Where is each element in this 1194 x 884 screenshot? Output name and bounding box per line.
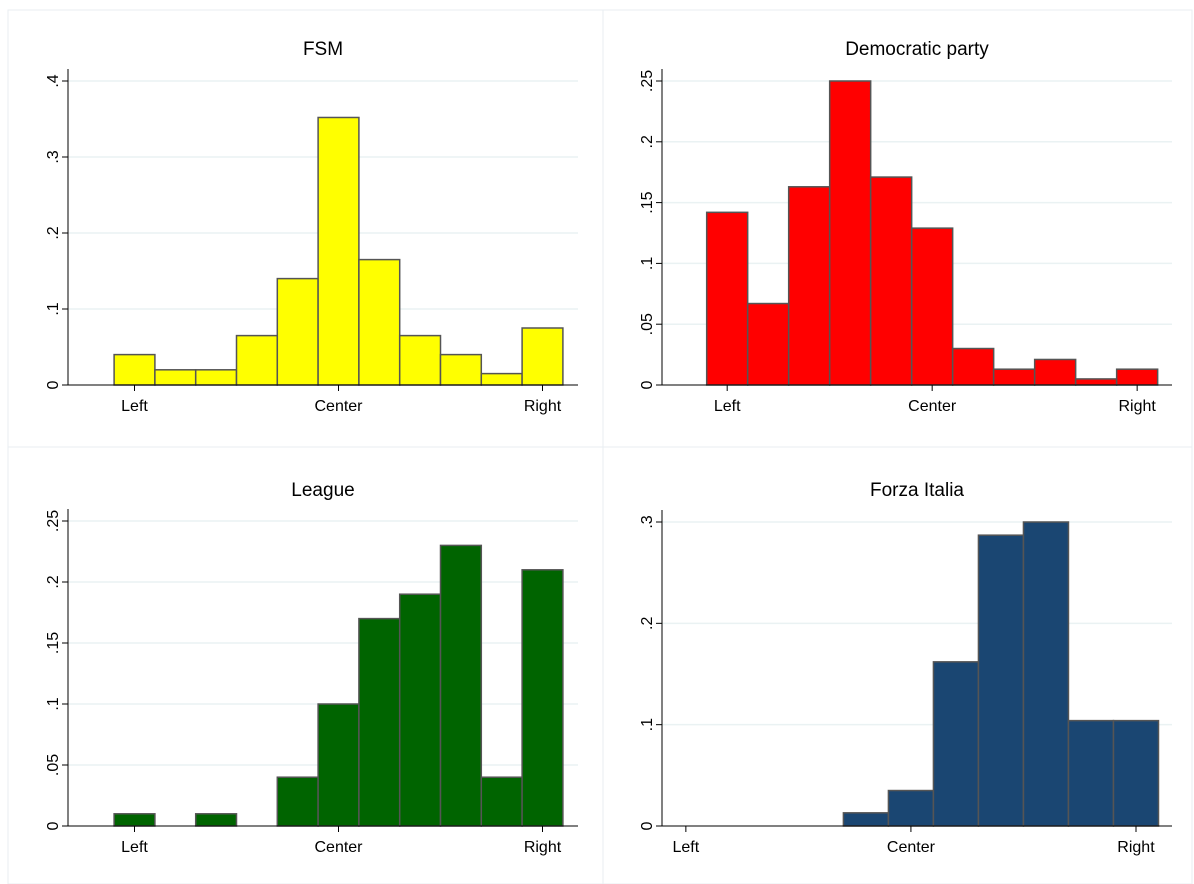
y-tick-label: .15 — [639, 191, 656, 213]
y-tick-label: .25 — [639, 70, 656, 92]
chart-title: Democratic party — [845, 39, 989, 60]
x-tick-label: Center — [314, 839, 363, 856]
bar — [235, 334, 279, 386]
bar — [910, 227, 954, 386]
y-tick-label: .05 — [45, 754, 62, 776]
bar — [746, 302, 790, 386]
bar — [705, 211, 749, 386]
x-tick-label: Center — [887, 839, 936, 856]
bar — [358, 617, 401, 827]
bar — [932, 661, 980, 827]
bar — [317, 116, 360, 386]
x-tick-label: Left — [714, 398, 741, 415]
bar — [480, 372, 523, 386]
bar — [439, 353, 483, 386]
bar — [521, 569, 564, 827]
x-tick-label: Center — [314, 398, 363, 415]
x-tick-label: Right — [524, 398, 562, 415]
bar — [276, 776, 319, 827]
x-tick-label: Right — [1117, 839, 1155, 856]
y-tick-label: 0 — [45, 821, 62, 830]
y-tick-label: .2 — [639, 617, 656, 630]
x-tick-label: Center — [908, 398, 957, 415]
y-tick-label: .05 — [639, 313, 656, 335]
y-tick-label: .15 — [45, 632, 62, 654]
y-tick-label: .1 — [45, 302, 62, 315]
bar — [154, 369, 197, 386]
bar — [1115, 368, 1159, 386]
bar — [828, 80, 872, 386]
bar — [521, 327, 564, 386]
bar — [113, 353, 156, 386]
bar — [887, 789, 935, 827]
bar — [194, 813, 238, 827]
y-tick-label: .3 — [639, 515, 656, 528]
y-tick-label: .2 — [45, 226, 62, 239]
bar — [977, 534, 1025, 827]
bar — [1022, 521, 1070, 827]
bar — [194, 369, 238, 386]
y-tick-label: .1 — [639, 257, 656, 270]
bar — [869, 176, 913, 386]
chart-title: League — [291, 480, 354, 501]
x-tick-label: Left — [673, 839, 700, 856]
bar — [480, 776, 523, 827]
bar — [358, 258, 401, 386]
x-tick-label: Right — [1118, 398, 1156, 415]
bar — [317, 703, 360, 827]
y-tick-label: .1 — [45, 697, 62, 710]
y-tick-label: 0 — [639, 380, 656, 389]
bar — [398, 593, 442, 827]
x-tick-label: Left — [121, 398, 148, 415]
bar — [439, 544, 483, 827]
bar — [113, 813, 156, 827]
bar — [276, 277, 319, 386]
y-tick-label: 0 — [45, 380, 62, 389]
bar — [1033, 358, 1077, 386]
bar — [1112, 719, 1160, 827]
y-tick-label: 0 — [639, 821, 656, 830]
bar — [787, 186, 831, 386]
bar — [398, 334, 442, 386]
x-tick-label: Left — [121, 839, 148, 856]
x-tick-label: Right — [524, 839, 562, 856]
bar — [951, 347, 995, 386]
y-tick-label: .2 — [639, 135, 656, 148]
y-tick-label: .1 — [639, 718, 656, 731]
chart-title: Forza Italia — [870, 480, 964, 501]
bar — [1074, 378, 1118, 386]
y-tick-label: .3 — [45, 150, 62, 163]
y-tick-label: .2 — [45, 575, 62, 588]
bar — [842, 812, 890, 827]
chart-title: FSM — [303, 39, 343, 60]
bar — [992, 368, 1036, 386]
y-tick-label: .4 — [45, 74, 62, 87]
y-tick-label: .25 — [45, 510, 62, 532]
bar — [1067, 719, 1115, 827]
